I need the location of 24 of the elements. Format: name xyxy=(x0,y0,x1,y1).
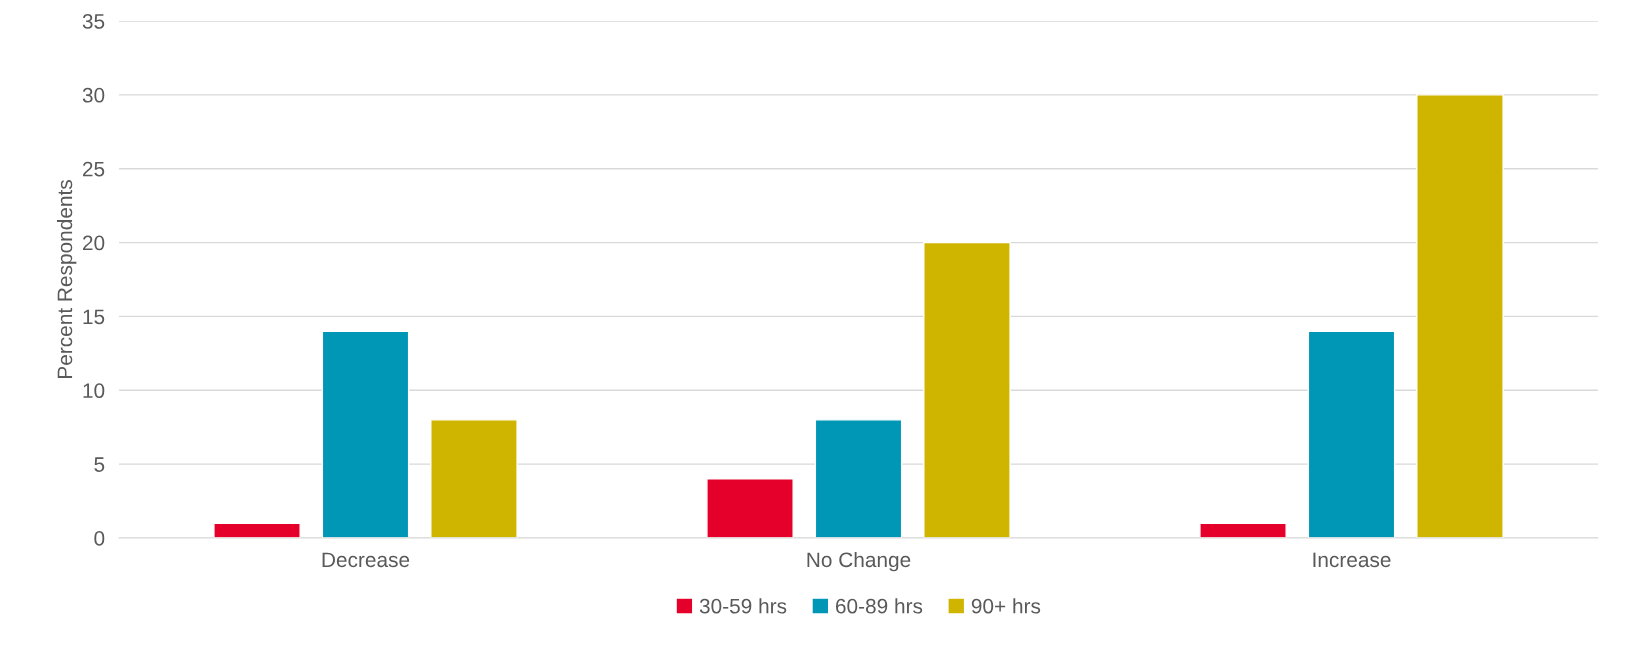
y-tick-label: 30 xyxy=(82,87,105,103)
y-tick-label: 10 xyxy=(83,383,105,399)
x-tick-label: Increase xyxy=(1313,552,1391,568)
legend-label: 30-59 hrs xyxy=(699,598,787,614)
legend-label: 90+ hrs xyxy=(971,598,1041,614)
bar xyxy=(1307,330,1396,538)
y-tick-label: 5 xyxy=(94,457,105,472)
bar xyxy=(1199,522,1287,538)
bar xyxy=(1416,94,1504,538)
x-tick-label: Decrease xyxy=(322,552,410,568)
bar xyxy=(923,241,1011,538)
y-tick-label: 25 xyxy=(82,161,105,177)
bar xyxy=(321,330,410,538)
x-tick-label: No Change xyxy=(807,551,911,572)
bar xyxy=(430,419,518,538)
y-tick-label: 0 xyxy=(94,531,105,546)
legend-label: 60-89 hrs xyxy=(835,598,923,614)
y-axis-title: Percent Respondents xyxy=(56,180,77,378)
bar xyxy=(213,522,301,538)
y-tick-label: 15 xyxy=(83,309,105,325)
bar xyxy=(706,478,794,538)
y-tick-label: 20 xyxy=(82,235,105,251)
y-tick-label: 35 xyxy=(82,14,105,29)
bar xyxy=(814,419,903,538)
